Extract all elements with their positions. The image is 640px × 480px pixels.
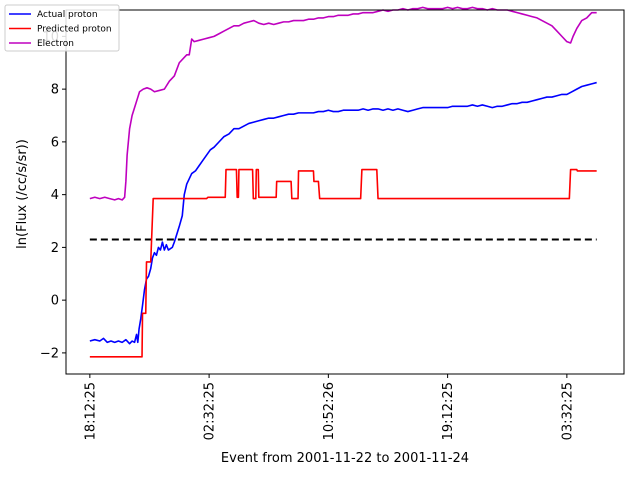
- series-line-predicted-proton: [89, 168, 597, 358]
- y-tick-label: 8: [51, 83, 59, 98]
- x-tick-label: 03:32:25: [560, 382, 575, 440]
- series-line-electron: [89, 6, 597, 201]
- y-tick-label: 0: [51, 294, 59, 309]
- y-axis-ticks: −20246810: [40, 30, 66, 361]
- x-tick-label: 10:52:26: [322, 382, 337, 440]
- legend-box: [4, 4, 120, 52]
- x-tick-label: 19:12:25: [441, 382, 456, 440]
- series-line-actual-proton: [89, 81, 597, 345]
- y-tick-label: 4: [51, 188, 59, 203]
- x-tick-label: 18:12:25: [83, 382, 98, 440]
- legend-label: Electron: [37, 39, 74, 49]
- x-axis-ticks: 18:12:25 02:32:25 10:52:26 19:12:25 03:32:25: [83, 374, 575, 440]
- x-tick-label: 02:32:25: [203, 382, 218, 440]
- x-axis-label: Event from 2001-11-22 to 2001-11-24: [221, 451, 469, 466]
- plot-lines: [89, 6, 597, 358]
- y-tick-label: 2: [51, 241, 59, 256]
- legend-label: Actual proton: [37, 10, 98, 20]
- y-axis-label: ln(Flux (/cc/s/sr)): [15, 139, 30, 249]
- y-tick-label: −2: [40, 346, 59, 361]
- axes-frame: [65, 9, 625, 375]
- legend: Actual proton Predicted proton Electron: [4, 4, 120, 52]
- y-tick-label: 6: [51, 135, 59, 150]
- legend-label: Predicted proton: [37, 25, 112, 35]
